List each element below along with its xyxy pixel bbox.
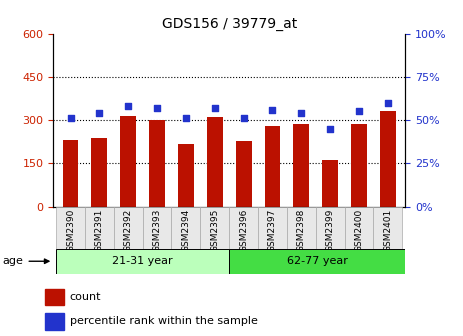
Bar: [45, 313, 63, 330]
Point: [67, 116, 74, 121]
Title: GDS156 / 39779_at: GDS156 / 39779_at: [162, 17, 297, 31]
FancyBboxPatch shape: [200, 207, 229, 249]
Text: GSM2398: GSM2398: [297, 209, 306, 252]
Text: GSM2393: GSM2393: [153, 209, 162, 252]
Point: [269, 107, 276, 113]
Point: [211, 105, 219, 111]
Text: GSM2401: GSM2401: [383, 209, 392, 252]
Bar: [207, 117, 223, 207]
Bar: [45, 289, 63, 305]
Bar: [149, 120, 165, 207]
FancyBboxPatch shape: [56, 207, 85, 249]
Text: age: age: [3, 256, 49, 266]
Bar: [178, 144, 194, 207]
Point: [240, 116, 247, 121]
Text: GSM2396: GSM2396: [239, 209, 248, 252]
Text: GSM2390: GSM2390: [66, 209, 75, 252]
FancyBboxPatch shape: [229, 249, 405, 274]
Text: 62-77 year: 62-77 year: [287, 256, 348, 266]
FancyBboxPatch shape: [229, 207, 258, 249]
Point: [355, 109, 363, 114]
Point: [326, 126, 334, 131]
Text: percentile rank within the sample: percentile rank within the sample: [69, 317, 257, 327]
Point: [125, 103, 132, 109]
FancyBboxPatch shape: [114, 207, 143, 249]
FancyBboxPatch shape: [85, 207, 114, 249]
FancyBboxPatch shape: [316, 207, 344, 249]
FancyBboxPatch shape: [373, 207, 402, 249]
Text: GSM2397: GSM2397: [268, 209, 277, 252]
Point: [384, 100, 392, 106]
Text: GSM2395: GSM2395: [210, 209, 219, 252]
FancyBboxPatch shape: [143, 207, 171, 249]
Bar: [351, 124, 367, 207]
Text: GSM2400: GSM2400: [355, 209, 363, 252]
FancyBboxPatch shape: [258, 207, 287, 249]
FancyBboxPatch shape: [56, 249, 229, 274]
Bar: [63, 140, 79, 207]
FancyBboxPatch shape: [344, 207, 373, 249]
Bar: [322, 161, 338, 207]
Text: GSM2392: GSM2392: [124, 209, 133, 252]
FancyBboxPatch shape: [287, 207, 316, 249]
Text: 21-31 year: 21-31 year: [113, 256, 173, 266]
Text: GSM2399: GSM2399: [325, 209, 335, 252]
Bar: [264, 126, 281, 207]
Text: GSM2391: GSM2391: [95, 209, 104, 252]
Point: [153, 105, 161, 111]
Bar: [92, 138, 107, 207]
Point: [298, 111, 305, 116]
Bar: [294, 124, 309, 207]
FancyBboxPatch shape: [171, 207, 200, 249]
Bar: [236, 141, 251, 207]
Text: GSM2394: GSM2394: [181, 209, 190, 252]
Point: [182, 116, 190, 121]
Point: [96, 111, 103, 116]
Bar: [380, 112, 396, 207]
Text: count: count: [69, 292, 101, 302]
Bar: [120, 116, 136, 207]
